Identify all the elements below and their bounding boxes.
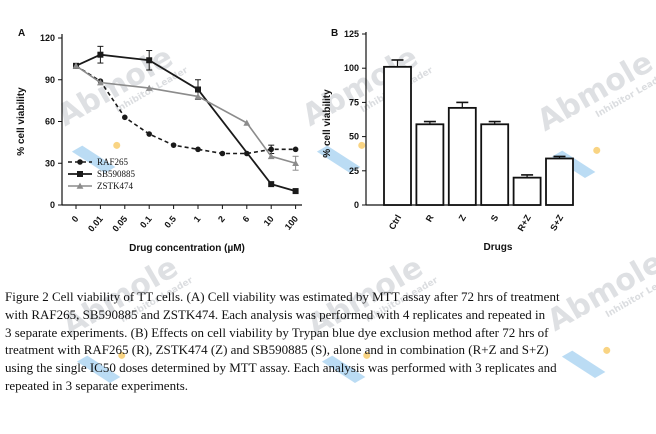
data-point <box>77 159 83 165</box>
data-point <box>76 182 84 189</box>
y-tick-label: 60 <box>45 117 55 127</box>
data-point <box>292 159 299 167</box>
y-tick-label: 50 <box>349 132 359 142</box>
y-tick-label: 30 <box>45 158 55 168</box>
y-axis-label: % cell viability <box>16 87 27 156</box>
y-tick-label: 120 <box>40 33 55 43</box>
data-point <box>194 93 202 100</box>
bar-group-ctrl <box>383 59 412 206</box>
bar <box>383 65 412 206</box>
data-point <box>145 84 153 91</box>
watermark-logo-dot <box>118 351 126 359</box>
legend-label: SB590885 <box>97 169 136 179</box>
caption-line: repeated in 3 separate experiments. <box>5 377 188 393</box>
data-point <box>292 188 299 195</box>
x-tick-label: 1 <box>192 214 203 224</box>
x-tick-label: R+Z <box>516 213 534 233</box>
data-point <box>122 114 128 121</box>
x-tick-label: R <box>424 213 436 224</box>
x-axis-label: Drugs <box>484 242 513 253</box>
data-point <box>97 79 104 86</box>
bar-group-s <box>480 120 510 206</box>
caption-line: with RAF265, SB590885 and ZSTK474. Each … <box>5 306 546 322</box>
data-point <box>146 131 152 137</box>
y-tick-label: 0 <box>50 200 55 210</box>
series-line <box>75 65 296 155</box>
bar <box>447 106 477 206</box>
y-tick-label: 25 <box>349 166 359 176</box>
caption-line: 3 separate experiments. (B) Effects on c… <box>5 324 549 340</box>
legend-label: ZSTK474 <box>97 181 134 191</box>
series-zstk474 <box>72 62 299 171</box>
watermark-logo-mark <box>71 145 116 173</box>
x-tick-label: 0.01 <box>86 214 105 234</box>
watermark-logo-dot <box>358 141 366 149</box>
watermark-logo-dot <box>603 346 611 354</box>
data-point <box>77 171 83 177</box>
watermark-logo-mark <box>76 355 121 383</box>
caption-line: using the single IC50 doses determined b… <box>5 360 557 376</box>
data-point <box>146 57 153 64</box>
legend: RAF265 SB590885 ZSTK474 <box>68 157 136 191</box>
data-point <box>97 51 104 58</box>
panel-b-bar-chart: B 0 25 50 75 100 125 Ctrl R Z S R+Z S+Z Drugs % cell v… <box>322 28 574 253</box>
watermark-logo-mark <box>321 355 366 383</box>
x-tick-label: S+Z <box>548 213 565 233</box>
x-tick-label: 10 <box>262 214 276 228</box>
data-point <box>267 152 275 160</box>
data-point <box>195 146 201 153</box>
watermark-logo-dot <box>113 141 121 149</box>
x-tick-label: Z <box>457 213 469 223</box>
y-tick-label: 125 <box>344 29 359 39</box>
x-tick-label: Ctrl <box>387 213 403 231</box>
x-tick-label: 100 <box>283 214 300 232</box>
bar-group-s-z <box>545 155 574 206</box>
x-tick-label: 0 <box>70 214 81 224</box>
y-tick-label: 0 <box>354 200 359 210</box>
watermark-logo-dot <box>363 351 371 359</box>
x-tick-label: 2 <box>216 214 227 224</box>
data-point <box>72 62 80 69</box>
data-point <box>292 146 299 153</box>
caption-line: treatment with RAF265 (R), ZSTK474 (Z) a… <box>5 342 549 358</box>
bar-group-r-z <box>512 174 542 206</box>
y-tick-label: 75 <box>349 97 359 107</box>
x-tick-label: 0.05 <box>110 214 129 234</box>
watermark-logo-dot <box>593 146 601 154</box>
legend-label: RAF265 <box>97 157 129 167</box>
data-point <box>219 150 226 157</box>
bar-group-z <box>447 101 477 206</box>
bar-group-r <box>415 120 445 206</box>
watermark-logo-mark <box>316 145 361 173</box>
figure-caption: Figure 2 Cell viability of TT cells. (A)… <box>5 288 645 395</box>
bar <box>480 123 510 206</box>
data-point <box>195 86 201 93</box>
x-tick-label: 6 <box>240 214 251 224</box>
data-point <box>268 146 275 153</box>
panel-label: B <box>331 28 338 39</box>
y-tick-label: 90 <box>45 75 55 85</box>
caption-line: Figure 2 Cell viability of TT cells. (A)… <box>5 289 560 304</box>
data-point <box>170 142 177 148</box>
x-tick-label: S <box>489 213 501 223</box>
bar <box>415 123 445 206</box>
x-tick-label: 0.1 <box>138 214 154 230</box>
x-tick-label: 0.5 <box>162 214 178 230</box>
data-point <box>268 181 275 188</box>
y-axis-label: % cell viability <box>322 89 333 158</box>
y-tick-label: 100 <box>344 63 359 73</box>
bar <box>545 157 574 206</box>
panel-label: A <box>18 28 25 39</box>
bar <box>512 176 542 206</box>
watermark-logo-mark <box>561 350 606 378</box>
series-line <box>75 53 296 192</box>
data-point <box>243 119 251 126</box>
x-axis-label: Drug concentration (µM) <box>129 243 245 254</box>
